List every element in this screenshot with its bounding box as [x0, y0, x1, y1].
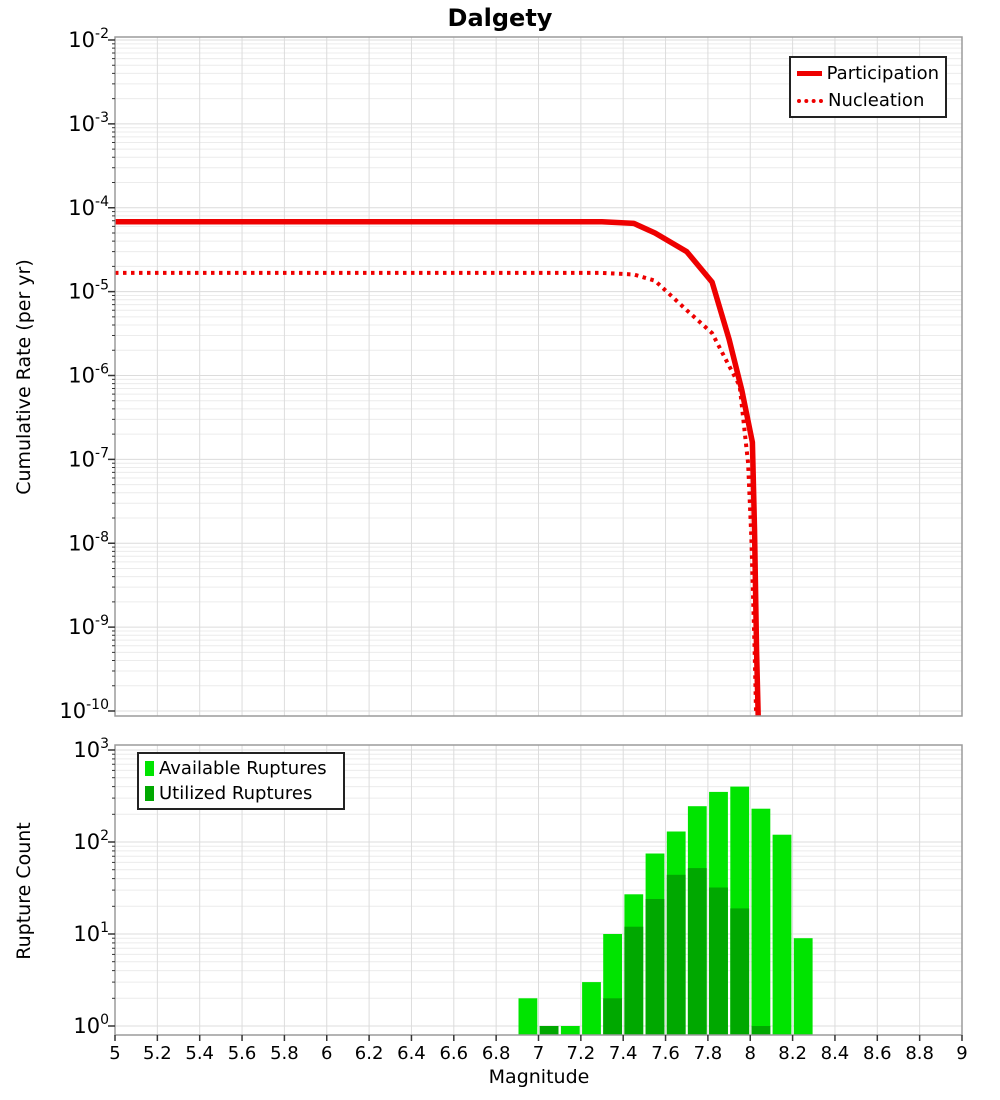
x-tick-label: 6	[321, 1043, 332, 1064]
x-tick-label: 9	[956, 1043, 967, 1064]
dotted-line-swatch	[797, 99, 823, 103]
legend-item-nucleation: Nucleation	[797, 87, 939, 114]
utilized-bar	[752, 1026, 771, 1035]
y-tick-label: 10-8	[68, 529, 109, 555]
utilized-bar	[730, 908, 749, 1035]
x-tick-label: 6.6	[439, 1043, 468, 1064]
page-title: Dalgety	[0, 4, 1000, 32]
solid-line-swatch	[797, 71, 822, 76]
x-tick-label: 5.6	[228, 1043, 257, 1064]
utilized-swatch	[145, 786, 154, 801]
legend-item-utilized: Utilized Ruptures	[145, 781, 337, 806]
bottom-y-axis-label: Rupture Count	[13, 801, 35, 981]
chart-canvas[interactable]: 10-210-310-410-510-610-710-810-910-10103…	[0, 0, 1000, 1100]
legend-item-available: Available Ruptures	[145, 756, 337, 781]
utilized-bar	[646, 899, 665, 1035]
top-legend: Participation Nucleation	[789, 56, 947, 118]
utilized-bar	[688, 868, 707, 1035]
utilized-bar	[603, 998, 622, 1035]
legend-label: Utilized Ruptures	[159, 783, 312, 804]
x-tick-label: 5.4	[185, 1043, 214, 1064]
rate-curves	[115, 222, 759, 736]
bottom-y-ticks: 103 102 101 100	[73, 736, 115, 1038]
y-tick-label: 10-7	[68, 445, 109, 471]
curve-nucleation	[115, 273, 757, 736]
y-tick-label: 10-10	[59, 697, 109, 723]
x-axis-label: Magnitude	[439, 1066, 639, 1088]
y-tick-label: 10-9	[68, 613, 109, 639]
available-bar	[582, 982, 601, 1035]
x-tick-label: 7.8	[694, 1043, 723, 1064]
x-tick-label: 6.4	[397, 1043, 426, 1064]
x-tick-label: 7.2	[567, 1043, 596, 1064]
legend-label: Nucleation	[828, 90, 924, 111]
legend-label: Available Ruptures	[159, 758, 327, 779]
x-tick-label: 6.2	[355, 1043, 384, 1064]
y-tick-label: 103	[73, 736, 109, 762]
x-tick-label: 5.2	[143, 1043, 172, 1064]
utilized-bar	[540, 1026, 559, 1035]
available-bar	[519, 998, 538, 1035]
available-bar	[561, 1026, 580, 1035]
x-tick-label: 7.4	[609, 1043, 638, 1064]
available-bar	[773, 835, 792, 1035]
y-tick-label: 100	[73, 1012, 109, 1038]
x-tick-label: 5.8	[270, 1043, 299, 1064]
chart-window: 10-210-310-410-510-610-710-810-910-10103…	[0, 0, 1000, 1100]
utilized-bar	[709, 888, 728, 1036]
legend-item-participation: Participation	[797, 60, 939, 87]
x-tick-label: 7	[533, 1043, 544, 1064]
top-plot-grid	[115, 37, 962, 716]
x-tick-label: 5	[109, 1043, 120, 1064]
x-tick-label: 7.6	[651, 1043, 680, 1064]
y-tick-label: 10-6	[68, 362, 109, 388]
x-tick-label: 6.8	[482, 1043, 511, 1064]
utilized-bar	[667, 875, 686, 1035]
y-tick-label: 10-4	[68, 194, 109, 220]
top-y-ticks: 10-210-310-410-510-610-710-810-910-10	[59, 26, 115, 723]
x-tick-label: 8	[745, 1043, 756, 1064]
x-tick-label: 8.6	[863, 1043, 892, 1064]
available-swatch	[145, 761, 154, 776]
x-tick-label: 8.2	[778, 1043, 807, 1064]
top-y-axis-label: Cumulative Rate (per yr)	[13, 257, 35, 497]
y-tick-label: 102	[73, 828, 109, 854]
y-tick-label: 10-3	[68, 110, 109, 136]
y-tick-label: 10-5	[68, 278, 109, 304]
bottom-legend: Available Ruptures Utilized Ruptures	[137, 752, 345, 810]
utilized-bar	[624, 927, 643, 1035]
legend-label: Participation	[827, 63, 939, 84]
y-tick-label: 101	[73, 920, 109, 946]
curve-participation	[115, 222, 759, 736]
x-tick-label: 8.4	[821, 1043, 850, 1064]
x-tick-label: 8.8	[905, 1043, 934, 1064]
x-ticks: 5 5.2 5.4 5.6 5.8 6 6.2 6.4 6.6 6.8 7 7.2 7.4 7.6 7.8 8…	[109, 1035, 967, 1064]
available-bar	[752, 809, 771, 1035]
available-bar	[794, 938, 813, 1035]
